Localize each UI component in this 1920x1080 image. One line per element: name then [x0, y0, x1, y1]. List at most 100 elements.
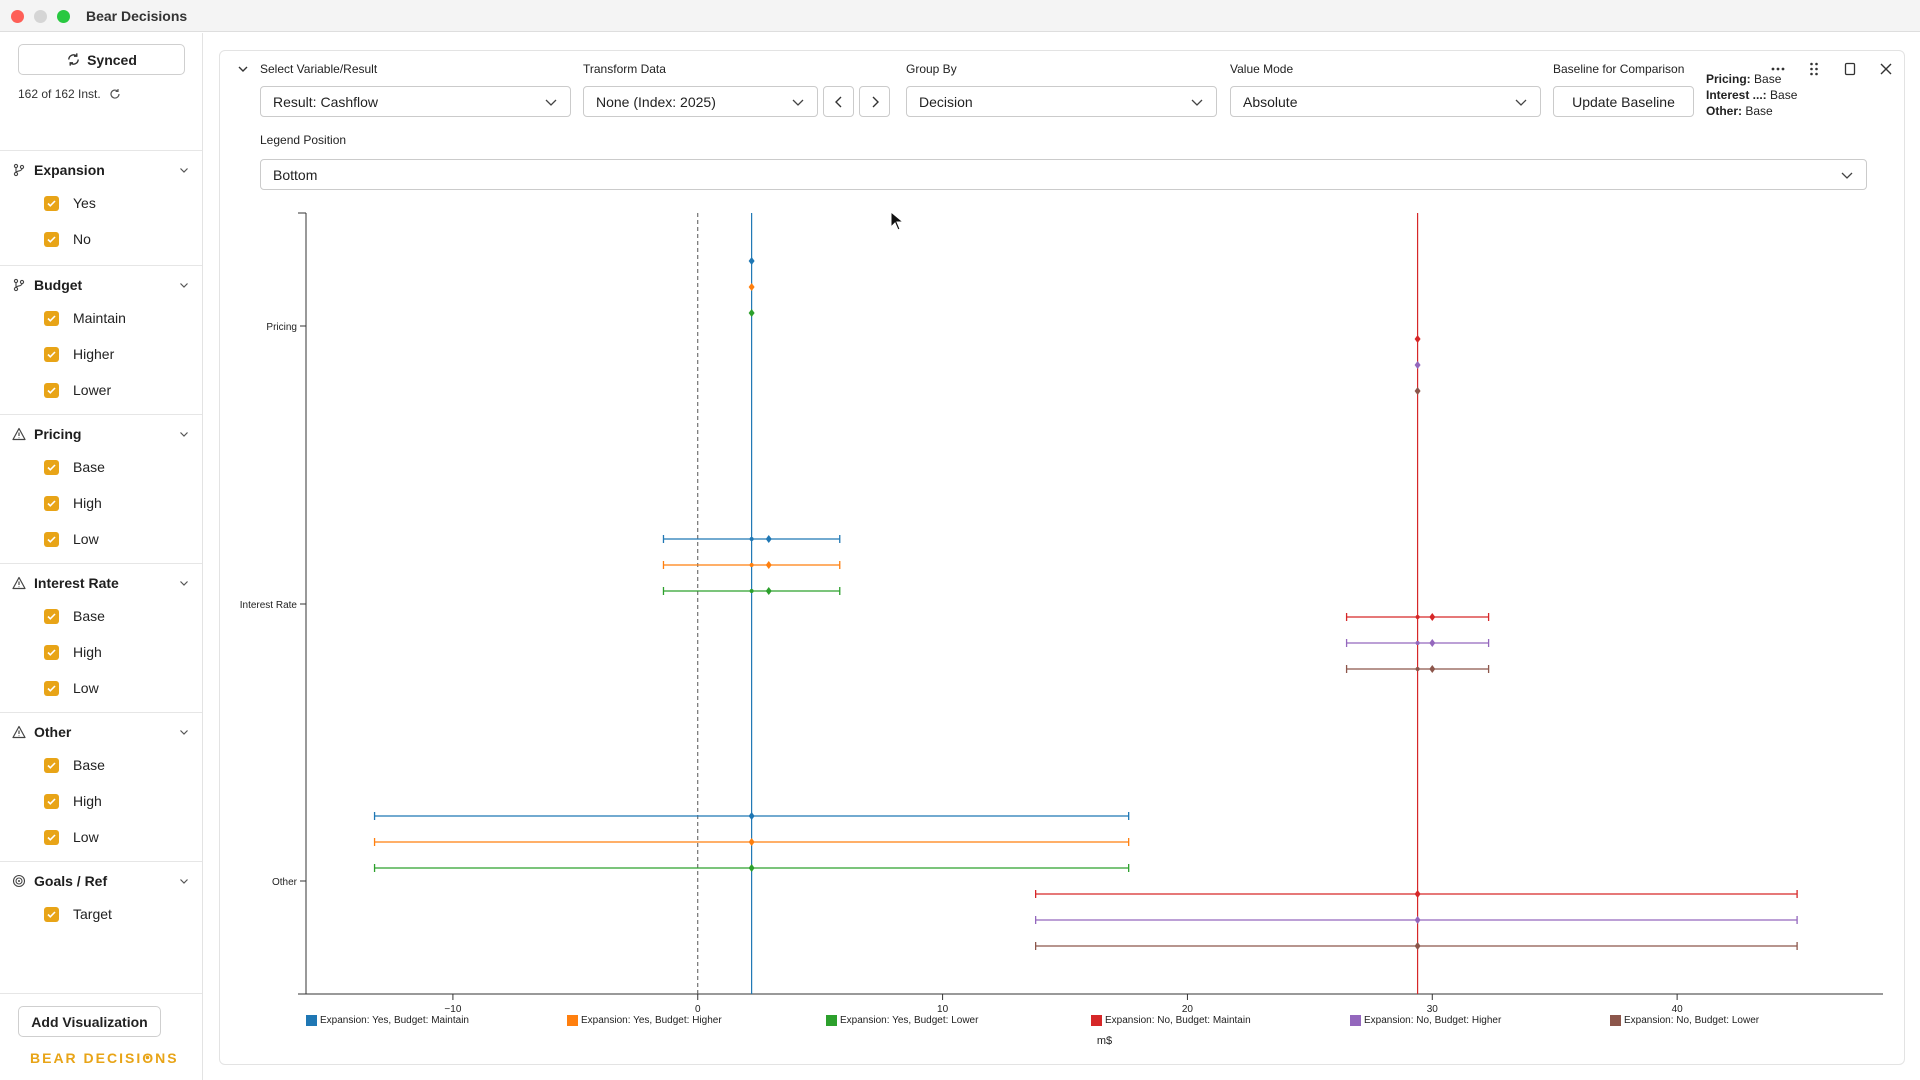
filter-option-label: Yes: [73, 195, 96, 211]
filter-option[interactable]: Base: [44, 756, 105, 774]
group-by-value: Decision: [919, 93, 973, 110]
legend-label: Expansion: No, Budget: Maintain: [1105, 1015, 1251, 1026]
checkbox-checked-icon[interactable]: [44, 310, 59, 326]
legend-item[interactable]: Expansion: No, Budget: Higher: [1350, 1015, 1501, 1026]
filter-option[interactable]: Maintain: [44, 309, 126, 327]
close-panel-button[interactable]: [1876, 59, 1896, 79]
filter-option[interactable]: Yes: [44, 194, 96, 212]
add-visualization-button[interactable]: Add Visualization: [18, 1006, 161, 1037]
checkbox-checked-icon[interactable]: [44, 793, 59, 809]
filter-group-header[interactable]: Goals / Ref: [12, 872, 190, 890]
filter-group-title: Other: [34, 724, 72, 740]
base-point: [1415, 641, 1420, 645]
mid-point-marker: [765, 561, 772, 569]
filter-option[interactable]: High: [44, 643, 102, 661]
checkbox-checked-icon[interactable]: [44, 382, 59, 398]
checkbox-checked-icon[interactable]: [44, 644, 59, 660]
filter-group-header[interactable]: Budget: [12, 276, 190, 294]
value-mode-label: Value Mode: [1230, 62, 1294, 76]
sync-icon: [68, 53, 79, 66]
transform-select[interactable]: None (Index: 2025): [583, 86, 818, 117]
checkbox-checked-icon[interactable]: [44, 459, 59, 475]
group-by-select[interactable]: Decision: [906, 86, 1217, 117]
filter-option[interactable]: No: [44, 230, 91, 248]
mid-point-marker: [748, 812, 755, 820]
legend-position-select[interactable]: Bottom: [260, 159, 1867, 190]
chevron-down-icon: [1841, 172, 1853, 179]
checkbox-checked-icon[interactable]: [44, 346, 59, 362]
base-point: [1415, 667, 1420, 671]
mouse-cursor-icon: [890, 211, 904, 231]
filter-option[interactable]: Low: [44, 530, 99, 548]
filter-option-label: Lower: [73, 382, 112, 398]
filter-group-header[interactable]: Pricing: [12, 425, 190, 443]
filter-group-title: Expansion: [34, 162, 105, 178]
filter-option-label: Maintain: [73, 310, 126, 326]
more-options-button[interactable]: [1768, 59, 1788, 79]
drag-handle-button[interactable]: [1804, 59, 1824, 79]
warning-icon: [12, 427, 26, 441]
collapse-chevron-icon[interactable]: [237, 63, 249, 75]
maximize-window-button[interactable]: [57, 10, 70, 23]
checkbox-checked-icon[interactable]: [44, 231, 59, 247]
chevron-down-icon: [180, 730, 188, 735]
filter-option[interactable]: Base: [44, 458, 105, 476]
mid-point-marker: [748, 309, 755, 317]
update-baseline-button[interactable]: Update Baseline: [1553, 86, 1694, 117]
mid-point-marker: [748, 838, 755, 846]
duplicate-button[interactable]: [1840, 59, 1860, 79]
checkbox-checked-icon[interactable]: [44, 906, 59, 922]
filter-option-label: High: [73, 644, 102, 660]
filter-group-header[interactable]: Other: [12, 723, 190, 741]
mid-point-marker: [1414, 916, 1421, 924]
filter-group-header[interactable]: Expansion: [12, 161, 190, 179]
interval-chart: Pricing Interest Rate Other −10 0 10 20 30 40 m$: [240, 212, 1883, 1047]
y-tick-label: Interest Rate: [240, 600, 298, 611]
filter-option[interactable]: Low: [44, 679, 99, 697]
filter-option[interactable]: Base: [44, 607, 105, 625]
previous-index-button[interactable]: [823, 86, 854, 117]
sync-button[interactable]: Synced: [18, 44, 185, 75]
checkbox-checked-icon[interactable]: [44, 829, 59, 845]
variable-select[interactable]: Result: Cashflow: [260, 86, 571, 117]
filter-group-title: Budget: [34, 277, 83, 293]
filter-option[interactable]: Lower: [44, 381, 111, 399]
chevron-down-icon: [545, 99, 557, 106]
chevron-down-icon: [180, 283, 188, 288]
filter-option[interactable]: Low: [44, 828, 99, 846]
close-window-button[interactable]: [11, 10, 24, 23]
checkbox-checked-icon[interactable]: [44, 680, 59, 696]
minimize-window-button[interactable]: [34, 10, 47, 23]
value-mode-value: Absolute: [1243, 93, 1298, 110]
brand-logo: BEAR DECISIONS: [30, 1050, 179, 1066]
legend-item[interactable]: Expansion: No, Budget: Lower: [1610, 1015, 1759, 1026]
filter-group-header[interactable]: Interest Rate: [12, 574, 190, 592]
legend-item[interactable]: Expansion: Yes, Budget: Maintain: [306, 1015, 469, 1026]
refresh-icon[interactable]: [109, 88, 121, 100]
filter-option[interactable]: High: [44, 494, 102, 512]
filter-option[interactable]: High: [44, 792, 102, 810]
x-tick-label: 30: [1427, 1004, 1439, 1015]
filter-option-label: Base: [73, 608, 105, 624]
sync-label: Synced: [87, 51, 137, 68]
filter-option-label: Higher: [73, 346, 115, 362]
checkbox-checked-icon[interactable]: [44, 195, 59, 211]
next-index-button[interactable]: [859, 86, 890, 117]
legend-position-value: Bottom: [273, 166, 318, 183]
filter-group-title: Goals / Ref: [34, 873, 108, 889]
filter-option[interactable]: Target: [44, 905, 112, 923]
checkbox-checked-icon[interactable]: [44, 495, 59, 511]
legend-item[interactable]: Expansion: Yes, Budget: Lower: [826, 1015, 978, 1026]
value-mode-select[interactable]: Absolute: [1230, 86, 1541, 117]
legend-item[interactable]: Expansion: No, Budget: Maintain: [1091, 1015, 1251, 1026]
legend-swatch: [1610, 1015, 1621, 1026]
variable-label: Select Variable/Result: [260, 62, 378, 76]
mid-point-marker: [1429, 613, 1436, 621]
checkbox-checked-icon[interactable]: [44, 531, 59, 547]
x-tick-label: −10: [444, 1004, 461, 1015]
checkbox-checked-icon[interactable]: [44, 608, 59, 624]
checkbox-checked-icon[interactable]: [44, 757, 59, 773]
filter-option[interactable]: Higher: [44, 345, 114, 363]
legend-item[interactable]: Expansion: Yes, Budget: Higher: [567, 1015, 722, 1026]
filter-group: Goals / Ref Target: [0, 861, 202, 927]
